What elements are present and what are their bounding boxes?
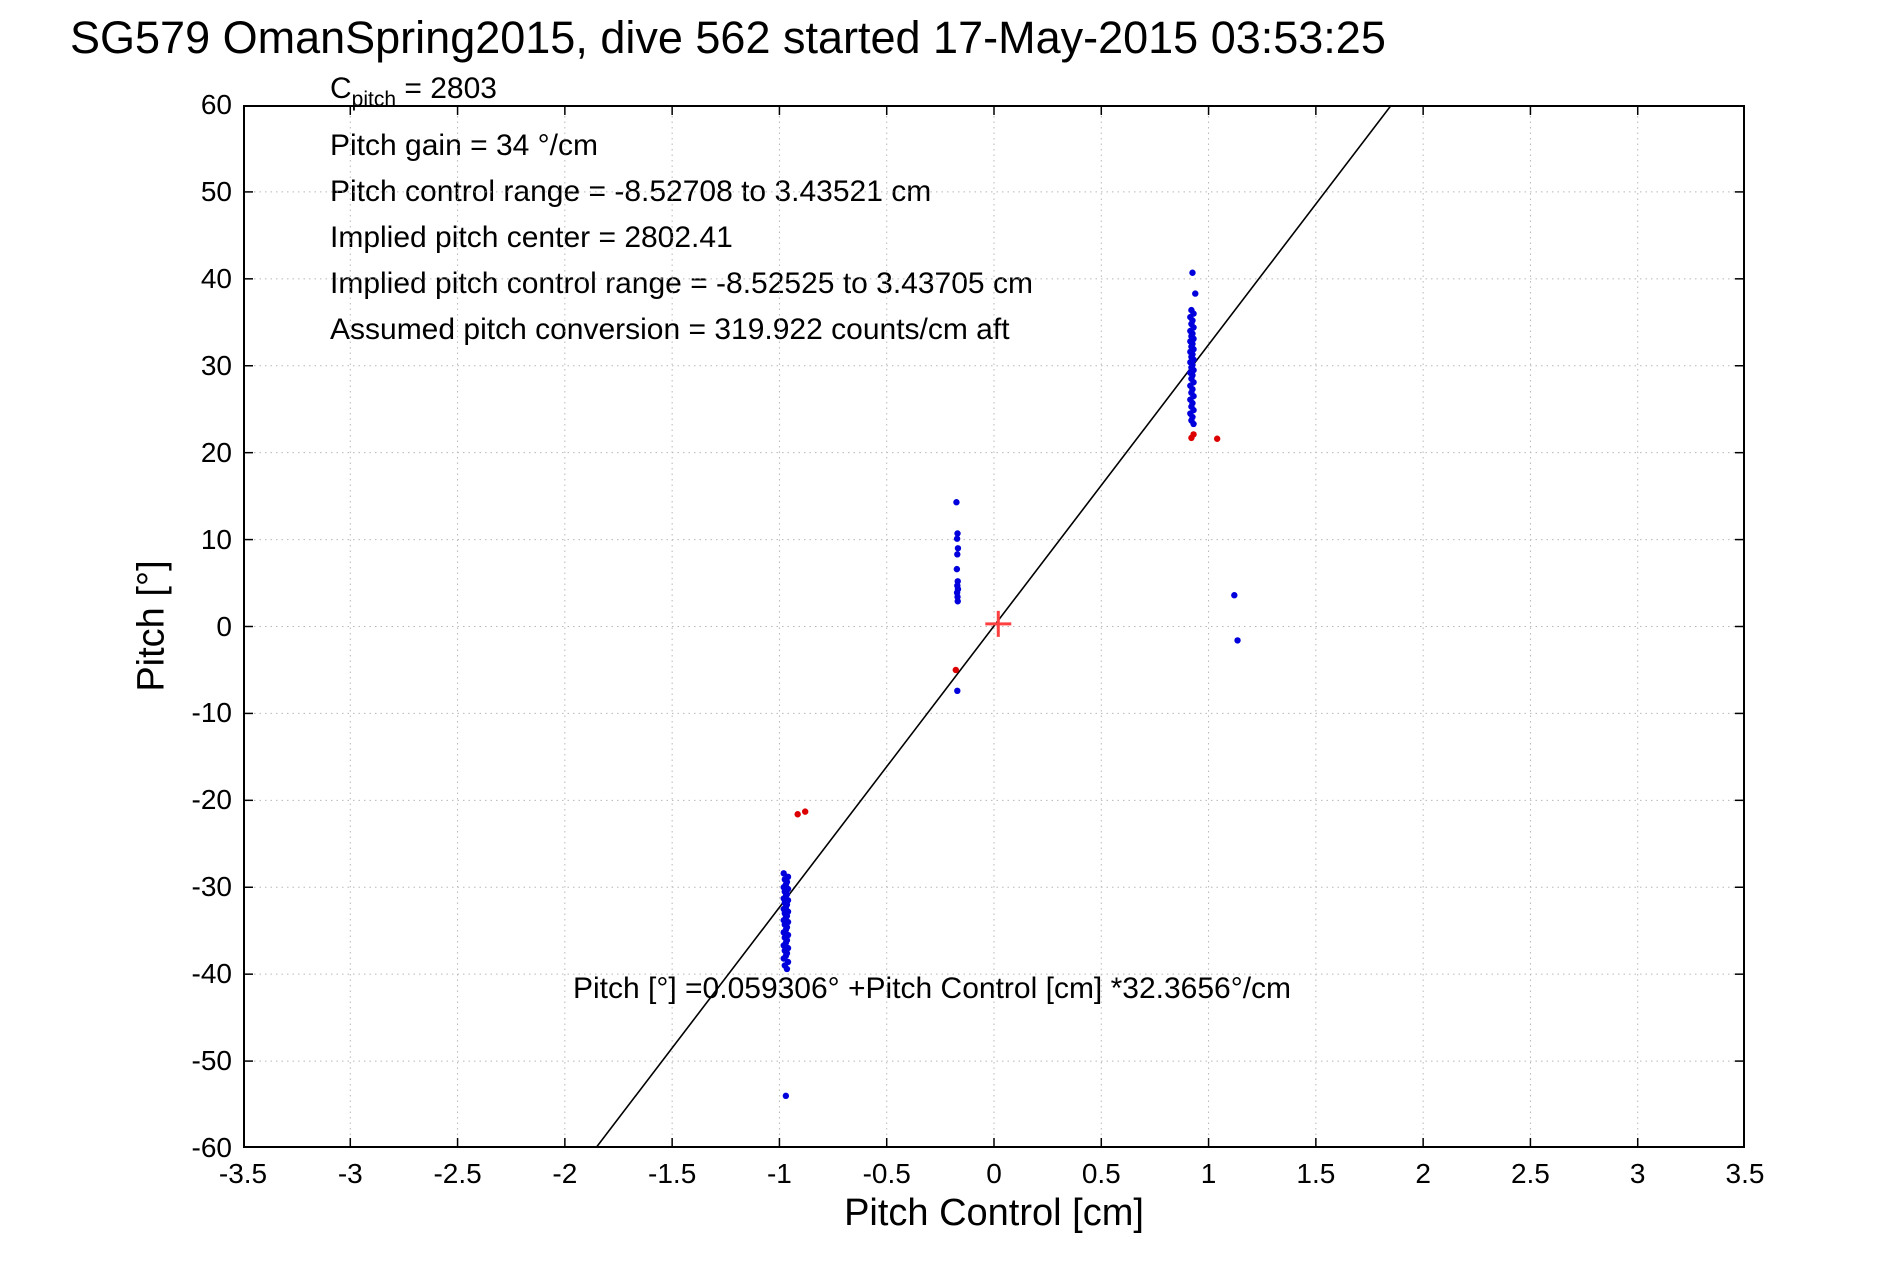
y-tick-label: -40 bbox=[191, 958, 232, 990]
observed-pitch-point bbox=[783, 965, 791, 973]
plot-border bbox=[243, 105, 1745, 1148]
y-tick-label: 60 bbox=[200, 89, 232, 120]
x-tick-label: -2 bbox=[552, 1158, 578, 1189]
flagged-pitch-point bbox=[801, 808, 809, 815]
observed-pitch-point bbox=[1189, 269, 1196, 276]
fit-line bbox=[595, 105, 1393, 1148]
observed-pitch-point bbox=[953, 499, 960, 506]
flagged-pitch-point bbox=[794, 811, 801, 818]
x-tick-label: 2 bbox=[1415, 1158, 1431, 1189]
observed-pitch-point bbox=[780, 870, 787, 877]
y-tick-label: -10 bbox=[191, 697, 232, 729]
x-tick-label: -3 bbox=[337, 1158, 363, 1189]
y-tick-label: -60 bbox=[191, 1132, 232, 1163]
observed-pitch-point bbox=[954, 551, 961, 558]
y-tick-label: -20 bbox=[191, 784, 232, 816]
observed-pitch-point bbox=[1192, 290, 1199, 297]
annotation-block: Cpitch = 2803 Pitch gain = 34 °/cm Pitch … bbox=[330, 66, 1033, 353]
c-pitch-base: C bbox=[330, 72, 352, 105]
observed-pitch-point bbox=[782, 1092, 790, 1100]
y-tick-label: 0 bbox=[216, 610, 232, 642]
observed-pitch-point bbox=[1190, 420, 1197, 428]
flagged-pitch-point bbox=[1213, 435, 1221, 442]
y-tick-label: 10 bbox=[200, 523, 232, 555]
x-tick-label: 1 bbox=[1200, 1158, 1217, 1189]
x-tick-label: -3.5 bbox=[218, 1158, 268, 1189]
y-tick-label: 40 bbox=[200, 262, 232, 294]
observed-pitch-point bbox=[1231, 592, 1238, 599]
y-tick-label: 50 bbox=[200, 175, 232, 207]
x-tick-label: -1 bbox=[766, 1158, 792, 1189]
annotation-line: Pitch gain = 34 °/cm bbox=[330, 129, 598, 162]
c-pitch-value: = 2803 bbox=[396, 72, 497, 105]
annotation-line: Assumed pitch conversion = 319.922 count… bbox=[330, 313, 1010, 346]
observed-pitch-point bbox=[780, 955, 787, 962]
origin-cross-marker bbox=[985, 610, 1012, 637]
x-axis-label: Pitch Control [cm] bbox=[844, 1192, 1144, 1234]
fit-equation-label: Pitch [°] =0.059306° +Pitch Control [cm]… bbox=[573, 972, 1292, 1005]
x-tick-label: -0.5 bbox=[862, 1158, 911, 1189]
plot-area bbox=[243, 105, 1745, 1148]
annotation-line: Implied pitch control range = -8.52525 t… bbox=[330, 267, 1033, 300]
observed-pitch-point bbox=[954, 598, 961, 605]
x-tick-label: 1.5 bbox=[1296, 1158, 1336, 1189]
plot-canvas bbox=[243, 105, 1745, 1148]
observed-pitch-point bbox=[953, 565, 961, 573]
x-tick-label: -1.5 bbox=[648, 1158, 697, 1189]
x-tick-label: -2.5 bbox=[433, 1158, 482, 1189]
flagged-pitch-point bbox=[952, 666, 960, 674]
y-tick-label: -50 bbox=[191, 1045, 232, 1077]
y-tick-label: 30 bbox=[200, 349, 232, 381]
x-tick-label: 0.5 bbox=[1081, 1158, 1121, 1189]
x-tick-label: 3.5 bbox=[1725, 1158, 1765, 1189]
figure-title: SG579 OmanSpring2015, dive 562 started 1… bbox=[70, 12, 1386, 63]
x-tick-label: 2.5 bbox=[1510, 1158, 1550, 1189]
observed-pitch-point bbox=[1234, 637, 1241, 644]
observed-pitch-point bbox=[954, 530, 961, 537]
x-tick-label: 0 bbox=[986, 1158, 1002, 1189]
observed-pitch-point bbox=[954, 545, 962, 552]
observed-pitch-point bbox=[954, 687, 961, 695]
observed-pitch-point bbox=[953, 535, 961, 542]
x-tick-label: 3 bbox=[1629, 1158, 1646, 1189]
flagged-pitch-point bbox=[1190, 431, 1197, 438]
y-tick-label: 20 bbox=[200, 436, 232, 468]
y-tick-label: -30 bbox=[191, 871, 232, 903]
annotation-line: Implied pitch center = 2802.41 bbox=[330, 221, 733, 254]
